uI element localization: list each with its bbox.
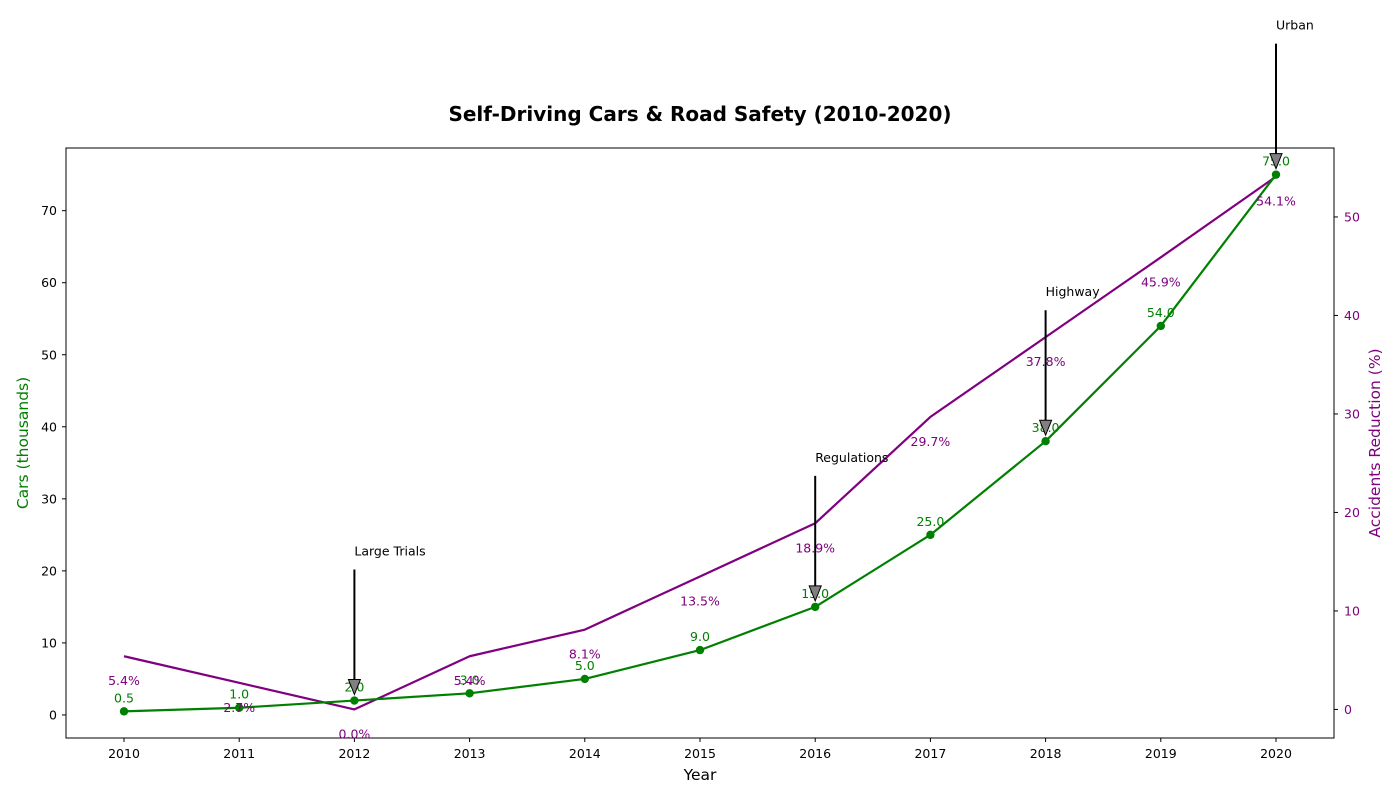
y-right-tick-label: 50 <box>1344 209 1360 224</box>
series-point-cars <box>1271 170 1281 179</box>
series-point-cars <box>580 674 589 684</box>
annotation-arrow-head <box>1038 419 1053 437</box>
data-label-cars: 0.5 <box>114 690 134 705</box>
annotation-arrow-head <box>1269 153 1283 171</box>
series-point-cars <box>465 689 474 698</box>
y-left-tick-label: 40 <box>41 419 57 434</box>
series-point-cars <box>1156 321 1166 331</box>
data-label-accidents: 54.1% <box>1256 194 1296 209</box>
x-axis: 2010 2011 2012 2013 2014 2015 2016 2017 2018 2019… <box>108 738 1292 761</box>
x-axis-label: Year <box>683 766 717 784</box>
annotation-arrow-head <box>347 679 362 696</box>
y-axis-left-label: Cars (thousands) <box>14 377 32 509</box>
y-left-tick-label: 70 <box>41 203 57 218</box>
y-axis-right-label: Accidents Reduction (%) <box>1366 348 1384 537</box>
y-left-tick-label: 10 <box>41 635 57 650</box>
x-tick-label: 2011 <box>223 746 255 761</box>
data-label-cars: 25.0 <box>916 514 944 529</box>
x-tick-label: 2019 <box>1145 746 1177 761</box>
data-label-accidents: 5.4% <box>454 673 486 688</box>
y-axis-left: 0 10 20 30 40 50 60 70 <box>41 203 66 722</box>
data-label-accidents: 5.4% <box>108 673 140 688</box>
x-tick-label: 2020 <box>1260 746 1292 761</box>
data-label-cars: 54.0 <box>1147 305 1175 320</box>
annotation-label: Urban <box>1276 18 1314 33</box>
x-tick-label: 2016 <box>799 746 831 761</box>
y-left-tick-label: 20 <box>41 563 57 578</box>
y-left-tick-label: 60 <box>41 275 57 290</box>
series-layer <box>119 170 1281 716</box>
x-tick-label: 2015 <box>684 746 716 761</box>
y-left-tick-label: 0 <box>49 707 57 722</box>
x-tick-label: 2017 <box>914 746 946 761</box>
series-point-cars <box>350 696 359 705</box>
y-right-tick-label: 0 <box>1344 702 1352 717</box>
annotation-label: Highway <box>1046 284 1101 299</box>
annotation-label: Regulations <box>815 450 888 465</box>
x-tick-label: 2013 <box>454 746 486 761</box>
data-label-accidents: 13.5% <box>680 593 720 608</box>
y-right-tick-label: 40 <box>1344 308 1360 323</box>
x-tick-label: 2010 <box>108 746 140 761</box>
data-label-accidents: 29.7% <box>911 434 951 449</box>
chart-title: Self-Driving Cars & Road Safety (2010-20… <box>448 102 951 126</box>
y-right-tick-label: 10 <box>1344 603 1360 618</box>
series-point-cars <box>926 530 935 540</box>
data-label-cars: 9.0 <box>690 629 710 644</box>
series-point-cars <box>811 602 820 612</box>
series-point-cars <box>695 645 705 655</box>
series-point-cars <box>1041 436 1050 446</box>
annotation-label: Large Trials <box>354 544 425 559</box>
data-label-accidents: 8.1% <box>569 647 601 662</box>
y-right-tick-label: 20 <box>1344 505 1360 520</box>
data-label-accidents: 2.7% <box>223 700 255 715</box>
data-label-cars: 5.0 <box>575 658 595 673</box>
data-label-cars: 1.0 <box>229 687 249 702</box>
annotations: Large Trials Regulations Highway Urban <box>347 18 1314 696</box>
y-left-tick-label: 50 <box>41 347 57 362</box>
data-label-cars: 3.0 <box>460 672 480 687</box>
data-label-accidents: 45.9% <box>1141 274 1181 289</box>
data-label-accidents: 0.0% <box>339 726 371 741</box>
y-right-tick-label: 30 <box>1344 406 1360 421</box>
x-tick-label: 2012 <box>338 746 370 761</box>
series-point-cars <box>235 703 244 712</box>
annotation-arrow-head <box>808 585 822 603</box>
y-axis-right: 0 10 20 30 40 50 <box>1334 209 1360 717</box>
series-point-cars <box>119 707 129 716</box>
y-left-tick-label: 30 <box>41 491 57 506</box>
series-line-accidents-reduction <box>123 175 1277 711</box>
x-tick-label: 2018 <box>1030 746 1062 761</box>
x-tick-label: 2014 <box>569 746 601 761</box>
